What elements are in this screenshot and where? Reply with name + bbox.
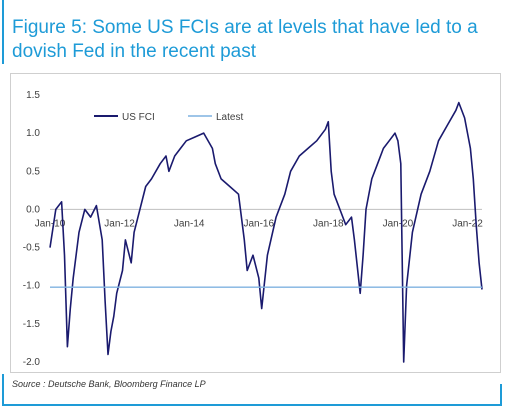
legend-label-us-fci: US FCI (122, 112, 155, 123)
y-tick-label: 1.0 (26, 128, 40, 139)
chart-frame (10, 73, 501, 373)
y-tick-label: -1.0 (23, 281, 41, 292)
y-tick-label: 1.5 (26, 90, 40, 101)
y-tick-label: -2.0 (23, 357, 41, 368)
y-tick-label: -0.5 (23, 243, 41, 254)
accent-frame-right (500, 384, 502, 406)
legend-label-latest: Latest (216, 112, 243, 123)
x-tick-label: Jan-14 (174, 218, 205, 229)
accent-frame-left (2, 374, 4, 406)
x-tick-label: Jan-12 (104, 218, 135, 229)
x-tick-label: Jan-16 (243, 218, 274, 229)
accent-frame-top (2, 0, 4, 64)
y-tick-label: 0.0 (26, 204, 40, 215)
x-tick-label: Jan-22 (452, 218, 483, 229)
x-tick-labels: Jan-10 Jan-12 Jan-14 Jan-16 Jan-18 Jan-20 Jan-… (35, 218, 484, 229)
figure-title: Figure 5: Some US FCIs are at levels tha… (12, 17, 478, 62)
y-tick-label: -1.5 (23, 319, 41, 330)
y-tick-labels: 1.5 1.0 0.5 0.0 -0.5 -1.0 -1.5 -2.0 (23, 90, 41, 368)
source-note: Source : Deutsche Bank, Bloomberg Financ… (12, 379, 206, 389)
series-line-us-fci (49, 101, 483, 363)
x-tick-label: Jan-18 (313, 218, 344, 229)
series-lines (49, 101, 483, 363)
accent-frame-bottom (2, 404, 502, 406)
y-tick-label: 0.5 (26, 166, 40, 177)
legend: US FCI Latest (94, 112, 243, 123)
x-tick-label: Jan-10 (35, 218, 66, 229)
x-tick-label: Jan-20 (383, 218, 414, 229)
